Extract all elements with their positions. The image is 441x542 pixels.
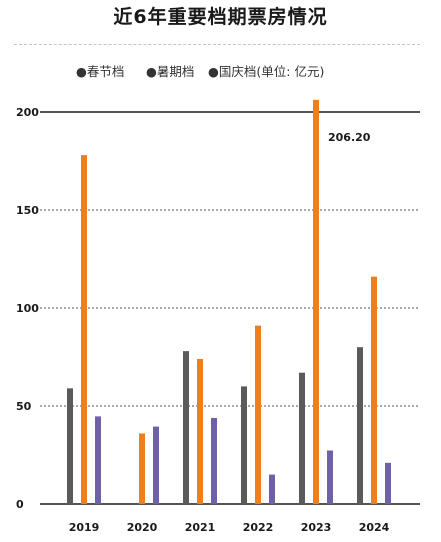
data-label-1: 206.20 — [328, 131, 371, 144]
legend-item-3: ●国庆档(单位: 亿元) — [208, 64, 324, 79]
bar-2023-series-3 — [327, 450, 333, 504]
y-tick-label-0: 0 — [16, 498, 24, 511]
title-divider — [14, 44, 420, 45]
bar-2024-series-1 — [357, 347, 363, 504]
annotations: 206.20 — [328, 131, 371, 144]
y-tick-label-150: 150 — [16, 204, 39, 217]
bar-2022-series-3 — [269, 474, 275, 504]
bar-2022-series-1 — [241, 386, 247, 504]
x-tick-label-2019: 2019 — [69, 521, 100, 534]
bar-2019-series-3 — [95, 416, 101, 504]
bar-2021-series-2 — [197, 358, 203, 504]
x-axis-ticks: 2019 2020 2021 2022 2023 2024 — [69, 521, 390, 534]
bar-2023-series-2 — [313, 99, 319, 505]
x-tick-label-2022: 2022 — [243, 521, 274, 534]
bar-2021-series-1 — [183, 351, 189, 504]
bar-2020-series-2 — [139, 433, 145, 504]
bar-2022-series-2 — [255, 325, 261, 504]
bar-2019-series-1 — [67, 388, 73, 504]
legend: ●春节档 ●暑期档 ●国庆档(单位: 亿元) — [76, 64, 324, 79]
x-tick-label-2020: 2020 — [127, 521, 158, 534]
legend-item-1: ●春节档 — [76, 64, 124, 79]
chart-title: 近6年重要档期票房情况 — [113, 6, 328, 28]
x-tick-label-2023: 2023 — [301, 521, 332, 534]
y-tick-label-200: 200 — [16, 106, 39, 119]
gridlines — [40, 111, 420, 505]
bar-2024-series-3 — [385, 462, 391, 504]
x-tick-label-2021: 2021 — [185, 521, 216, 534]
bar-2019-series-2 — [81, 155, 87, 504]
bars — [67, 99, 391, 505]
y-tick-label-50: 50 — [16, 400, 32, 413]
y-tick-label-100: 100 — [16, 302, 39, 315]
y-axis-ticks: 0 50 100 150 200 — [16, 106, 39, 511]
bar-2023-series-1 — [299, 372, 305, 504]
bar-2024-series-2 — [371, 276, 377, 504]
x-tick-label-2024: 2024 — [359, 521, 390, 534]
legend-item-2: ●暑期档 — [146, 64, 194, 79]
bar-2021-series-3 — [211, 417, 217, 504]
bar-2020-series-3 — [153, 426, 159, 504]
